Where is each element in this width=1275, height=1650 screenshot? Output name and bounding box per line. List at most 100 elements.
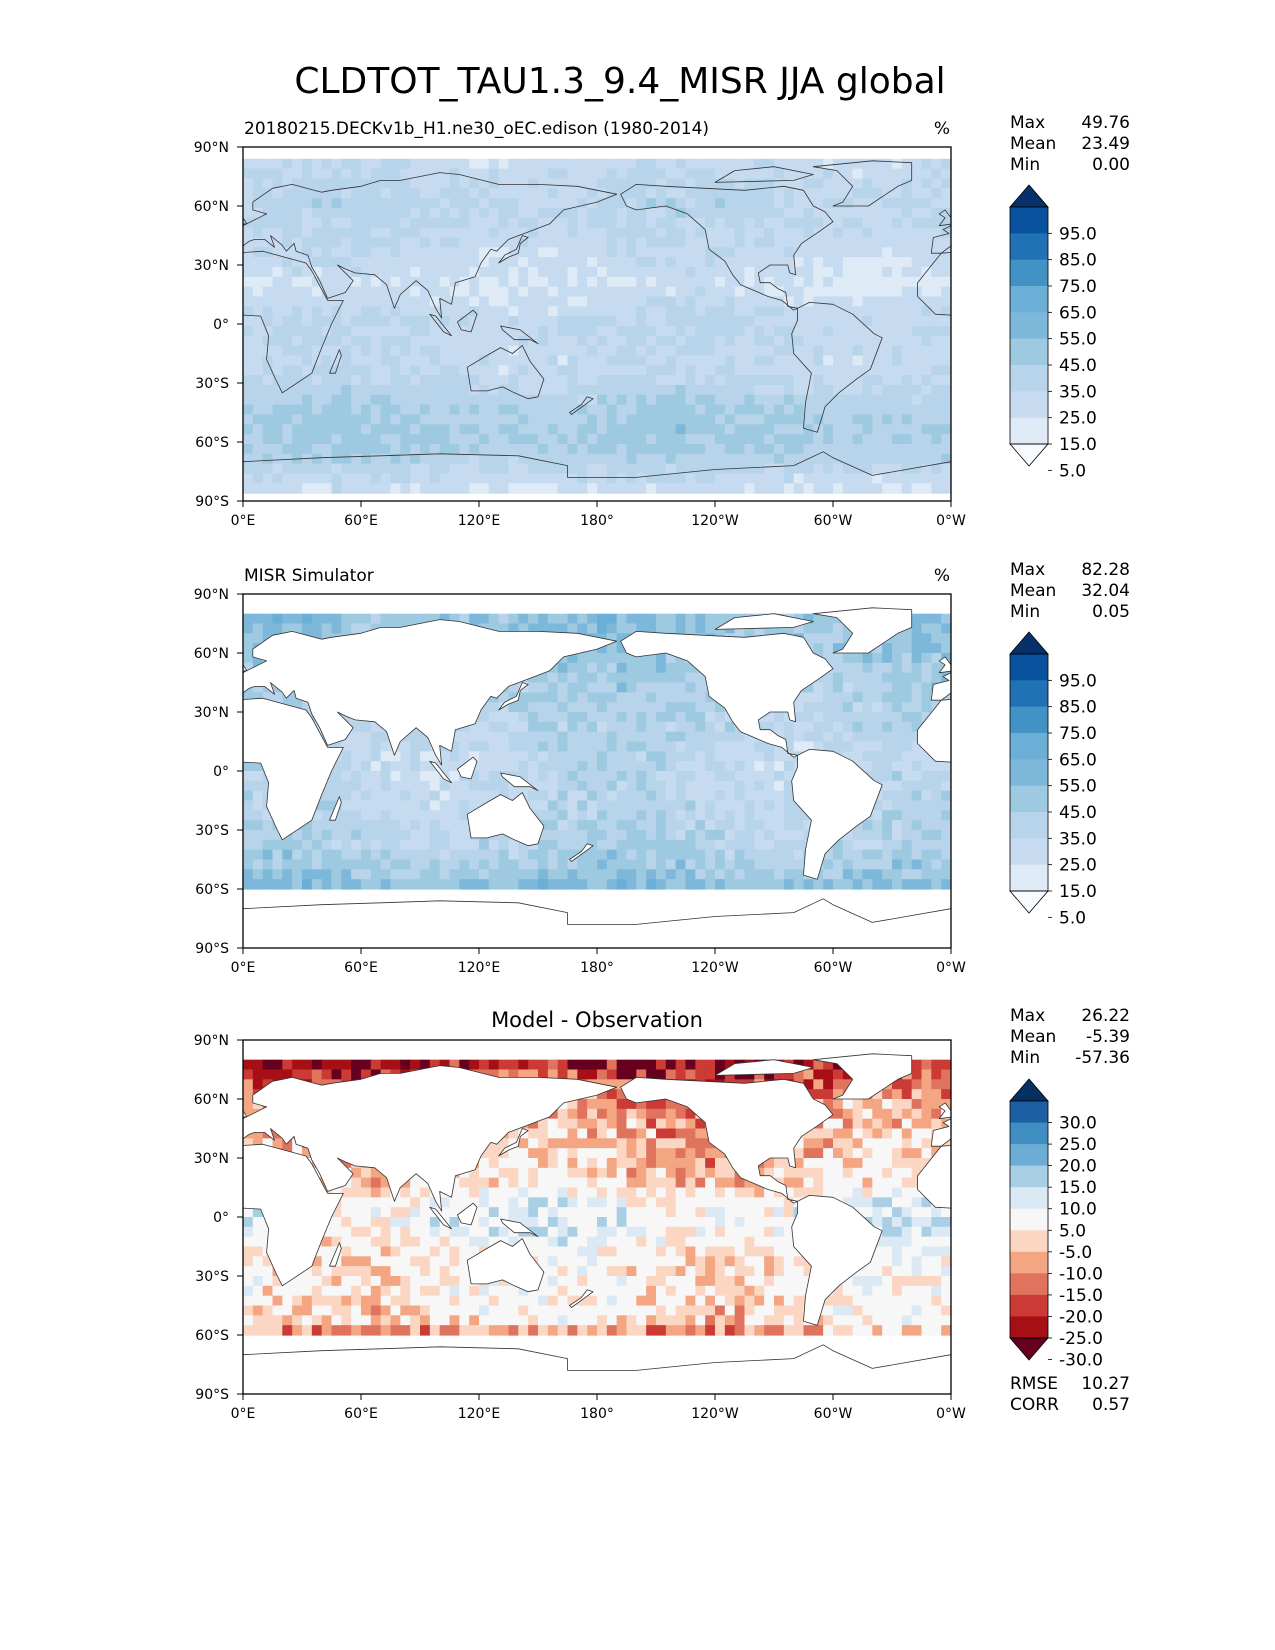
field-cell bbox=[557, 1059, 569, 1071]
field-cell bbox=[813, 286, 824, 298]
field-cell bbox=[302, 375, 313, 386]
field-cell bbox=[616, 780, 628, 792]
field-cell bbox=[252, 404, 264, 416]
field-cell bbox=[862, 355, 873, 366]
field-cell bbox=[872, 653, 883, 664]
field-cell bbox=[479, 751, 490, 762]
field-cell bbox=[734, 830, 746, 841]
field-cell bbox=[538, 453, 549, 465]
field-cell bbox=[262, 830, 274, 841]
field-cell bbox=[429, 483, 441, 494]
field-cell bbox=[626, 1099, 637, 1110]
field-cell bbox=[803, 1069, 814, 1080]
field-cell bbox=[488, 721, 500, 733]
field-cell bbox=[341, 306, 352, 317]
field-cell bbox=[597, 384, 608, 396]
field-cell bbox=[518, 473, 529, 484]
field-cell bbox=[793, 237, 805, 248]
field-cell bbox=[272, 1069, 283, 1080]
field-cell bbox=[823, 207, 834, 219]
field-cell bbox=[823, 384, 834, 396]
field-cell bbox=[665, 790, 677, 802]
field-cell bbox=[292, 276, 303, 288]
field-cell bbox=[498, 237, 510, 248]
field-cell bbox=[272, 483, 283, 494]
field-cell bbox=[538, 365, 549, 376]
field-cell bbox=[587, 325, 598, 337]
field-cell bbox=[872, 830, 883, 841]
field-cell bbox=[665, 1059, 677, 1071]
field-cell bbox=[243, 266, 254, 278]
field-cell bbox=[508, 188, 519, 199]
field-cell bbox=[439, 296, 451, 307]
field-cell bbox=[754, 168, 765, 180]
field-cell bbox=[518, 434, 529, 445]
field-cell bbox=[351, 227, 362, 239]
field-cell bbox=[724, 830, 736, 841]
field-cell bbox=[518, 761, 529, 772]
field-cell bbox=[675, 761, 687, 772]
field-cell bbox=[931, 247, 942, 258]
field-cell bbox=[715, 879, 726, 890]
field-cell bbox=[842, 633, 854, 644]
field-cell bbox=[941, 1059, 951, 1071]
field-cell bbox=[321, 443, 333, 455]
field-cell bbox=[400, 247, 411, 258]
field-cell bbox=[911, 463, 923, 475]
field-cell bbox=[557, 483, 569, 494]
field-cell bbox=[508, 384, 519, 396]
field-cell bbox=[370, 227, 382, 239]
field-cell bbox=[518, 316, 529, 327]
field-cell bbox=[911, 751, 923, 762]
field-cell bbox=[469, 286, 480, 298]
field-cell bbox=[282, 463, 293, 475]
field-cell bbox=[488, 257, 500, 268]
field-cell bbox=[675, 227, 687, 239]
field-cell bbox=[243, 434, 254, 445]
field-cell bbox=[675, 771, 687, 782]
field-cell bbox=[734, 345, 746, 357]
field-cell bbox=[459, 741, 470, 752]
field-cell bbox=[901, 247, 913, 258]
field-cell bbox=[282, 355, 293, 366]
field-cell bbox=[370, 424, 382, 435]
field-cell bbox=[842, 443, 854, 455]
field-cell bbox=[665, 434, 677, 445]
field-cell bbox=[636, 404, 647, 416]
field-cell bbox=[567, 325, 578, 337]
field-cell bbox=[272, 375, 283, 386]
field-cell bbox=[390, 355, 401, 366]
field-cell bbox=[370, 830, 382, 841]
field-cell bbox=[911, 682, 923, 693]
field-cell bbox=[705, 286, 716, 298]
colorbar-frame bbox=[1009, 653, 1049, 892]
field-cell bbox=[656, 247, 667, 258]
field-cell bbox=[538, 879, 549, 890]
field-cell bbox=[783, 751, 795, 762]
field-cell bbox=[538, 849, 549, 861]
field-cell bbox=[262, 188, 274, 199]
field-cell bbox=[872, 1089, 883, 1100]
field-cell bbox=[705, 771, 716, 782]
field-cell bbox=[292, 414, 303, 425]
field-cell bbox=[262, 463, 274, 475]
field-cell bbox=[282, 207, 293, 219]
field-cell bbox=[636, 247, 647, 258]
field-cell bbox=[361, 188, 372, 199]
field-cell bbox=[449, 257, 460, 268]
field-cell bbox=[597, 404, 608, 416]
field-cell bbox=[882, 217, 893, 229]
field-cell bbox=[695, 623, 706, 634]
field-cell bbox=[243, 830, 254, 841]
field-cell bbox=[390, 780, 401, 792]
field-cell bbox=[862, 247, 873, 258]
field-cell bbox=[941, 790, 951, 802]
field-cell bbox=[823, 672, 834, 684]
field-cell bbox=[911, 198, 923, 209]
field-cell bbox=[567, 810, 578, 821]
field-cell bbox=[518, 384, 529, 396]
colorbar-tick-label: 35.0 bbox=[1059, 382, 1097, 402]
field-cell bbox=[420, 227, 431, 239]
field-cell bbox=[636, 237, 647, 248]
field-cell bbox=[941, 780, 951, 792]
